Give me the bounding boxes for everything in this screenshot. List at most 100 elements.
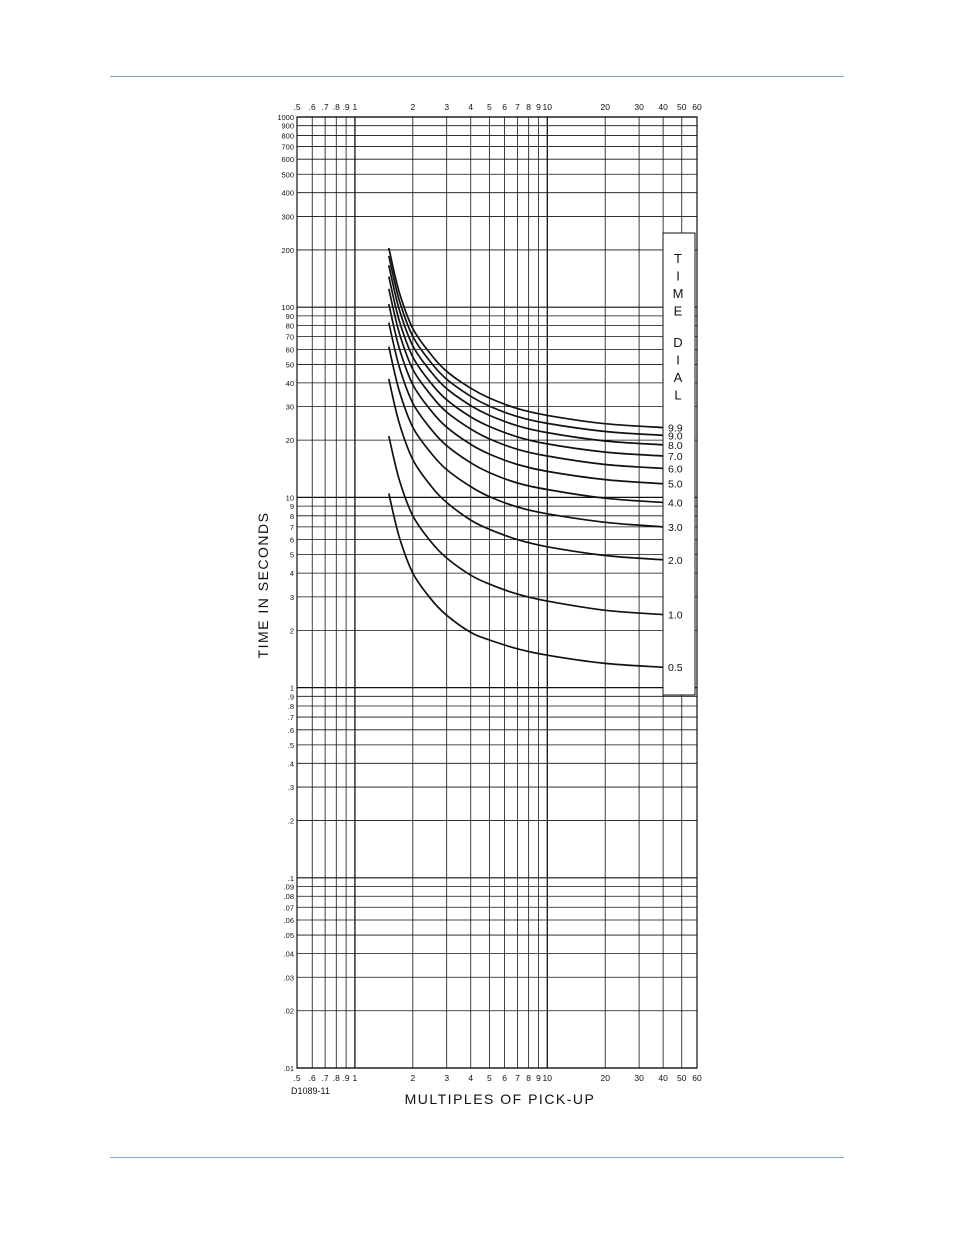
x-tick-label-bottom: .7 xyxy=(322,1073,329,1083)
legend-label: 4.0 xyxy=(668,498,683,510)
y-tick-label: .5 xyxy=(288,741,294,750)
legend-title-letter: M xyxy=(673,286,684,301)
x-tick-label-top: 5 xyxy=(487,102,492,112)
y-tick-label: .7 xyxy=(288,713,294,722)
curve-time-dial-9.9 xyxy=(387,247,664,429)
x-tick-label-top: 60 xyxy=(692,102,702,112)
y-tick-label: 70 xyxy=(286,333,294,342)
y-tick-label: 400 xyxy=(281,189,294,198)
x-tick-label-top: 8 xyxy=(526,102,531,112)
x-tick-label-top: .6 xyxy=(309,102,316,112)
x-axis-bottom-tick-labels: .5 .6 .7 .8.9 1 2 3 4 5 6 7 8 9 10 20 30 40 50 60 xyxy=(293,1073,702,1083)
y-tick-label: 1 xyxy=(290,684,294,693)
time-dial-legend-box xyxy=(662,232,696,696)
x-tick-label-bottom: 6 xyxy=(502,1073,507,1083)
x-tick-label-top: 10 xyxy=(543,102,553,112)
curve-time-dial-3.0 xyxy=(387,346,664,528)
x-tick-label-top: 30 xyxy=(634,102,644,112)
curve-time-dial-8.0 xyxy=(387,265,664,446)
y-tick-label: 6 xyxy=(290,536,294,545)
legend-label: 2.0 xyxy=(668,555,683,567)
y-tick-label: 7 xyxy=(290,523,294,532)
x-tick-label-bottom: 3 xyxy=(444,1073,449,1083)
x-tick-label-bottom: 60 xyxy=(692,1073,702,1083)
legend-label: 9.9 xyxy=(668,423,683,435)
y-tick-label: 8 xyxy=(290,512,294,521)
grid-major xyxy=(297,116,697,1069)
y-tick-label: 80 xyxy=(286,322,294,331)
y-tick-label: 800 xyxy=(281,131,294,140)
x-tick-label-bottom: 40 xyxy=(658,1073,668,1083)
x-tick-label-bottom: .6 xyxy=(309,1073,316,1083)
legend-label: 0.5 xyxy=(668,662,683,674)
x-tick-label-top: 7 xyxy=(515,102,520,112)
time-dial-legend-labels: 9.99.08.07.06.0 5.0 4.0 3.0 2.0 1.0 0.5 xyxy=(668,423,683,675)
x-tick-label-bottom: 8 xyxy=(526,1073,531,1083)
curve-time-dial-1.0 xyxy=(387,435,664,616)
legend-label: 6.0 xyxy=(668,463,683,475)
y-tick-label: .2 xyxy=(288,817,294,826)
y-tick-label: .4 xyxy=(288,759,294,768)
y-tick-label: .02 xyxy=(284,1007,294,1016)
legend-title-letter: T xyxy=(674,251,682,266)
x-tick-label-bottom: 50 xyxy=(677,1073,687,1083)
footer-rule xyxy=(110,1157,844,1158)
x-tick-label-top: 3 xyxy=(444,102,449,112)
y-tick-label: 5 xyxy=(290,551,294,560)
y-tick-label: 600 xyxy=(281,155,294,164)
y-tick-label: 700 xyxy=(281,142,294,151)
x-tick-label-top: 6 xyxy=(502,102,507,112)
x-tick-label-bottom: 4 xyxy=(468,1073,473,1083)
curve-time-dial-5.0 xyxy=(387,303,664,485)
x-tick-label-top: .7 xyxy=(322,102,329,112)
y-tick-label: 100 xyxy=(281,303,294,312)
legend-label: 9.0 xyxy=(668,430,683,442)
y-tick-label: .07 xyxy=(284,903,294,912)
y-tick-label: 4 xyxy=(290,569,294,578)
time-dial-curves xyxy=(387,247,664,669)
x-tick-label-bottom: 5 xyxy=(487,1073,492,1083)
x-tick-label-bottom: 7 xyxy=(515,1073,520,1083)
x-tick-label-top: .5 xyxy=(293,102,300,112)
x-tick-label-top: 1 xyxy=(353,102,358,112)
x-tick-label-bottom: .8 xyxy=(333,1073,340,1083)
y-tick-label: 9 xyxy=(290,502,294,511)
y-tick-label: .04 xyxy=(284,949,294,958)
x-tick-label-top: 9 xyxy=(536,102,541,112)
x-axis-label: MULTIPLES OF PICK-UP xyxy=(405,1091,596,1107)
header-rule xyxy=(110,76,844,77)
y-tick-label: 200 xyxy=(281,246,294,255)
y-tick-label: .06 xyxy=(284,916,294,925)
y-axis-label: TIME IN SECONDS xyxy=(255,512,271,659)
curve-time-dial-2.0 xyxy=(387,378,664,561)
y-tick-label: 30 xyxy=(286,403,294,412)
y-tick-label: 900 xyxy=(281,122,294,131)
x-tick-label-top: 2 xyxy=(410,102,415,112)
curve-time-dial-6.0 xyxy=(387,288,664,470)
curve-time-dial-4.0 xyxy=(387,322,664,504)
legend-label: 8.0 xyxy=(668,440,683,452)
x-tick-label-top: 40 xyxy=(658,102,668,112)
y-tick-label: 1000 xyxy=(277,113,294,122)
y-tick-label: 90 xyxy=(286,312,294,321)
y-axis-tick-labels: .01 .02 .03 .04 .05 .06 .07 .08.09.1 .2 .3 .4 .5 .6.… xyxy=(277,113,294,1073)
legend-label: 1.0 xyxy=(668,610,683,622)
y-tick-label: .8 xyxy=(288,702,294,711)
y-tick-label: .1 xyxy=(288,874,294,883)
x-tick-label-top: 20 xyxy=(600,102,610,112)
curve-time-dial-0.5 xyxy=(387,493,664,669)
y-tick-label: .6 xyxy=(288,726,294,735)
x-tick-label-bottom: 2 xyxy=(410,1073,415,1083)
plot-frame xyxy=(296,116,698,1069)
y-tick-label: .3 xyxy=(288,783,294,792)
y-tick-label: .03 xyxy=(284,973,294,982)
grid-minor xyxy=(296,117,698,1068)
x-tick-label-bottom: 30 xyxy=(634,1073,644,1083)
x-tick-label-bottom: 1 xyxy=(353,1073,358,1083)
curve-time-dial-7.0 xyxy=(387,276,664,457)
curve-time-dial-9.0 xyxy=(387,255,664,437)
legend-title-letter: D xyxy=(673,335,682,350)
y-tick-label: .08 xyxy=(284,892,294,901)
y-tick-label: 10 xyxy=(286,493,294,502)
